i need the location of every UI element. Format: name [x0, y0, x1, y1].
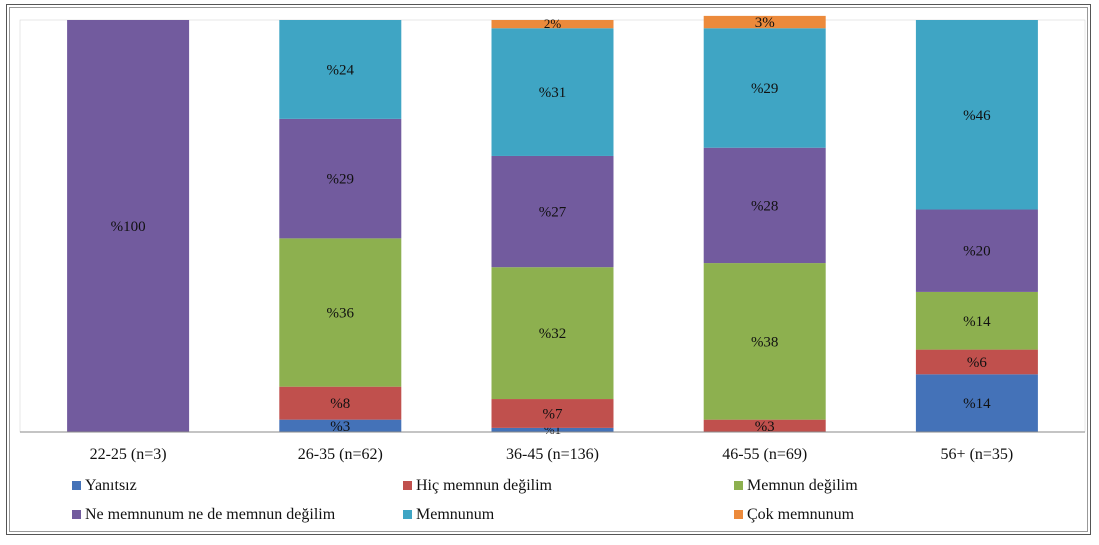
bar-segment-3-3: [491, 267, 614, 400]
data-label-1-4: %100: [111, 219, 146, 235]
x-tick-label-3: 36-45 (n=136): [506, 446, 599, 463]
legend-swatch-1: [72, 481, 81, 490]
bar-segment-4-2: [703, 419, 826, 432]
bar-segment-2-3: [279, 238, 402, 387]
bar-segment-5-1: [915, 374, 1038, 432]
bar-segment-3-6: [491, 20, 614, 29]
bar-segment-1-4: [67, 20, 190, 432]
bar-segment-2-5: [279, 20, 402, 119]
bar-segment-2-1: [279, 419, 402, 432]
data-label-2-5: %24: [327, 62, 355, 78]
bar-segment-3-5: [491, 28, 614, 156]
data-label-5-3: %14: [963, 314, 991, 330]
x-tick-label-1: 22-25 (n=3): [90, 446, 167, 463]
bar-segment-3-2: [491, 399, 614, 428]
legend-swatch-6: [734, 510, 743, 519]
data-label-5-5: %46: [963, 108, 991, 124]
data-label-2-2: %8: [330, 396, 350, 412]
legend-swatch-5: [403, 510, 412, 519]
chart-frame: [6, 4, 1091, 535]
legend-label-2: Hiç memnun değilim: [416, 477, 553, 494]
data-label-3-5: %31: [539, 85, 567, 101]
bar-segment-2-4: [279, 118, 402, 239]
data-label-4-5: %29: [751, 81, 779, 97]
data-label-5-2: %6: [967, 355, 987, 371]
bar-segment-2-2: [279, 386, 402, 420]
bar-segment-4-6: [703, 15, 826, 29]
bar-segment-4-3: [703, 263, 826, 420]
legend-label-3: Memnun değilim: [747, 477, 858, 494]
bar-segment-4-4: [703, 147, 826, 264]
bar-segment-3-1: [491, 427, 614, 432]
data-label-4-4: %28: [751, 198, 779, 214]
bar-segment-5-4: [915, 209, 1038, 292]
bar-segment-4-5: [703, 28, 826, 148]
data-label-3-3: %32: [539, 326, 567, 342]
data-label-2-3: %36: [327, 306, 355, 322]
data-label-4-6: 3%: [755, 15, 775, 31]
legend-swatch-2: [403, 481, 412, 490]
data-label-2-4: %29: [327, 172, 355, 188]
data-label-5-4: %20: [963, 244, 991, 260]
x-tick-label-4: 46-55 (n=69): [722, 446, 807, 463]
legend-label-4: Ne memnunum ne de memnun değilim: [85, 506, 336, 523]
data-label-5-1: %14: [963, 396, 991, 412]
data-label-4-2: %3: [755, 419, 775, 435]
legend-label-6: Çok memnunum: [747, 506, 855, 523]
data-label-3-6: 2%: [544, 16, 562, 31]
bar-segment-5-5: [915, 20, 1038, 210]
data-label-3-2: %7: [543, 406, 563, 422]
legend-label-1: Yanıtsız: [85, 477, 137, 494]
legend-swatch-4: [72, 510, 81, 519]
x-tick-label-2: 26-35 (n=62): [298, 446, 383, 463]
bar-segment-5-3: [915, 291, 1038, 350]
data-label-2-1: %3: [330, 419, 350, 435]
legend-swatch-3: [734, 481, 743, 490]
data-label-3-4: %27: [539, 205, 567, 221]
legend-label-5: Memnunum: [416, 506, 495, 523]
bar-segment-5-2: [915, 349, 1038, 375]
bar-segment-3-4: [491, 155, 614, 268]
x-tick-label-5: 56+ (n=35): [941, 446, 1014, 463]
data-label-4-3: %38: [751, 334, 779, 350]
